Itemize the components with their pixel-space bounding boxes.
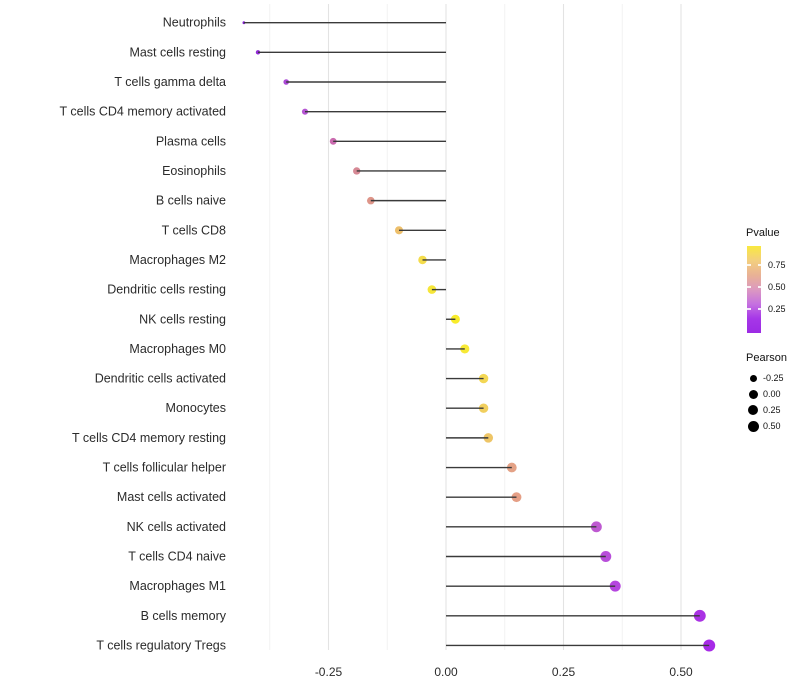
y-axis-label: T cells CD4 memory resting (72, 431, 226, 445)
pvalue-legend-tick-mark (757, 286, 761, 288)
y-axis-label: Neutrophils (163, 16, 226, 30)
y-axis-label: Dendritic cells resting (107, 283, 226, 297)
y-axis-label: B cells naive (156, 194, 226, 208)
pearson-legend-title: Pearson (746, 352, 787, 364)
y-axis-label: Mast cells resting (129, 45, 226, 59)
y-axis-label: NK cells activated (127, 520, 226, 534)
pearson-legend-entry: 0.00 (740, 386, 800, 402)
y-axis-label: NK cells resting (139, 312, 226, 326)
y-axis-label: Macrophages M1 (129, 579, 226, 593)
y-axis-label: T cells CD4 naive (128, 549, 226, 563)
pearson-legend-dot-icon (748, 389, 758, 399)
y-axis-label: B cells memory (141, 609, 227, 623)
pearson-legend-label: 0.25 (763, 405, 781, 415)
pearson-legend-dot-icon (748, 405, 758, 415)
x-axis-tick-label: 0.50 (669, 665, 693, 679)
y-axis-label: Monocytes (166, 401, 226, 415)
pvalue-legend-title: Pvalue (746, 227, 780, 239)
pearson-legend-entry: 0.50 (740, 418, 800, 434)
y-axis-label: T cells gamma delta (114, 75, 226, 89)
y-axis-label: T cells CD4 memory activated (60, 105, 227, 119)
pearson-legend-dot-icon (749, 374, 757, 382)
x-axis-tick-label: -0.25 (315, 665, 343, 679)
y-axis-label: Eosinophils (162, 164, 226, 178)
pearson-legend-label: 0.00 (763, 389, 781, 399)
pvalue-legend-tick-label: 0.75 (768, 260, 786, 270)
pvalue-legend-tick-mark (747, 308, 751, 310)
y-axis-label: Plasma cells (156, 134, 226, 148)
y-axis-label: Macrophages M0 (129, 342, 226, 356)
y-axis-label: Macrophages M2 (129, 253, 226, 267)
pvalue-legend-tick-mark (757, 264, 761, 266)
y-axis-label: Mast cells activated (117, 490, 226, 504)
pvalue-legend-tick-label: 0.25 (768, 304, 786, 314)
x-axis-tick-label: 0.25 (552, 665, 576, 679)
y-axis-label: Dendritic cells activated (95, 372, 226, 386)
y-axis-label: T cells CD8 (162, 223, 226, 237)
y-axis-label: T cells regulatory Tregs (96, 638, 226, 652)
legend-panel: Pvalue 0.75 0.50 0.25 Pearson -0.25 0.00 0.2… (740, 225, 800, 440)
y-axis-label: T cells follicular helper (103, 461, 226, 475)
pvalue-legend-tick-mark (747, 264, 751, 266)
pearson-legend-dot-icon (747, 420, 759, 432)
pearson-legend-entry: -0.25 (740, 370, 800, 386)
pvalue-legend-tick-mark (747, 286, 751, 288)
x-axis-tick-label: 0.00 (434, 665, 458, 679)
pearson-legend-entry: 0.25 (740, 402, 800, 418)
pvalue-legend-tick-label: 0.50 (768, 282, 786, 292)
pvalue-gradient-bar (747, 246, 761, 333)
pvalue-legend-tick-mark (757, 308, 761, 310)
pearson-legend-label: 0.50 (763, 421, 781, 431)
pearson-legend-label: -0.25 (763, 373, 784, 383)
